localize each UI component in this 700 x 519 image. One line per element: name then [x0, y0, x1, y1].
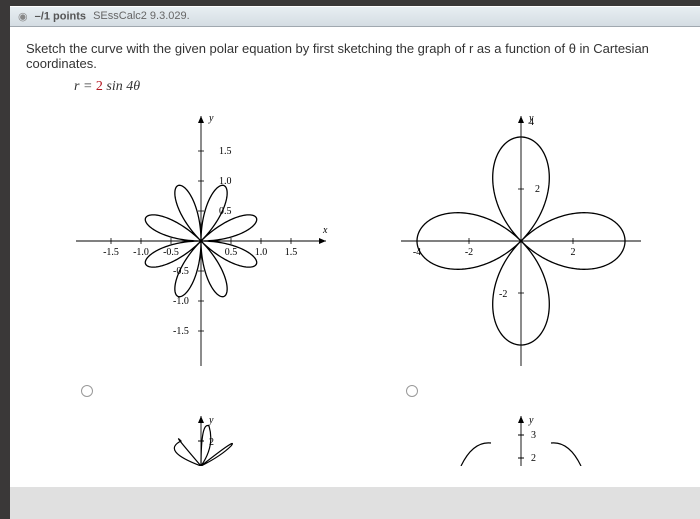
reference-label: SEssCalc2 9.3.029.: [93, 10, 190, 22]
svg-text:-1.5: -1.5: [103, 247, 119, 258]
bullet-icon: ◉: [18, 10, 28, 23]
svg-text:1.5: 1.5: [219, 146, 232, 157]
svg-text:1.5: 1.5: [285, 247, 298, 258]
svg-text:2: 2: [571, 247, 576, 258]
svg-text:2: 2: [535, 184, 540, 195]
svg-text:-0.5: -0.5: [163, 247, 179, 258]
svg-text:2: 2: [531, 453, 536, 464]
plot-d-partial: y 3 2: [396, 411, 651, 466]
svg-text:y: y: [528, 113, 534, 124]
svg-text:1.0: 1.0: [255, 247, 268, 258]
svg-text:3: 3: [531, 430, 536, 441]
svg-text:-2: -2: [499, 289, 507, 300]
svg-text:y: y: [528, 415, 534, 426]
equation: r = 2 sin 4θ: [74, 79, 688, 95]
svg-text:y: y: [208, 113, 214, 124]
plot-a: -1.5 -1.0 -0.5 0.5 1.0 1.5 1.5 1.0 0.5 -…: [71, 111, 331, 371]
svg-text:-1.5: -1.5: [173, 326, 189, 337]
svg-text:-1.0: -1.0: [173, 296, 189, 307]
svg-text:y: y: [208, 415, 214, 426]
option-b-radio[interactable]: [406, 385, 418, 397]
svg-text:x: x: [322, 225, 328, 236]
svg-text:-2: -2: [465, 247, 473, 258]
plot-b: -4 -2 2 2 -2 4 y: [396, 111, 651, 371]
plot-c-partial: y 2: [71, 411, 331, 466]
points-label: –/1 points: [35, 10, 86, 22]
svg-text:0.5: 0.5: [225, 247, 238, 258]
svg-text:-1.0: -1.0: [133, 247, 149, 258]
option-a-radio[interactable]: [81, 385, 93, 397]
question-text: Sketch the curve with the given polar eq…: [26, 41, 688, 71]
question-header: ◉ –/1 points SEssCalc2 9.3.029.: [10, 6, 700, 27]
